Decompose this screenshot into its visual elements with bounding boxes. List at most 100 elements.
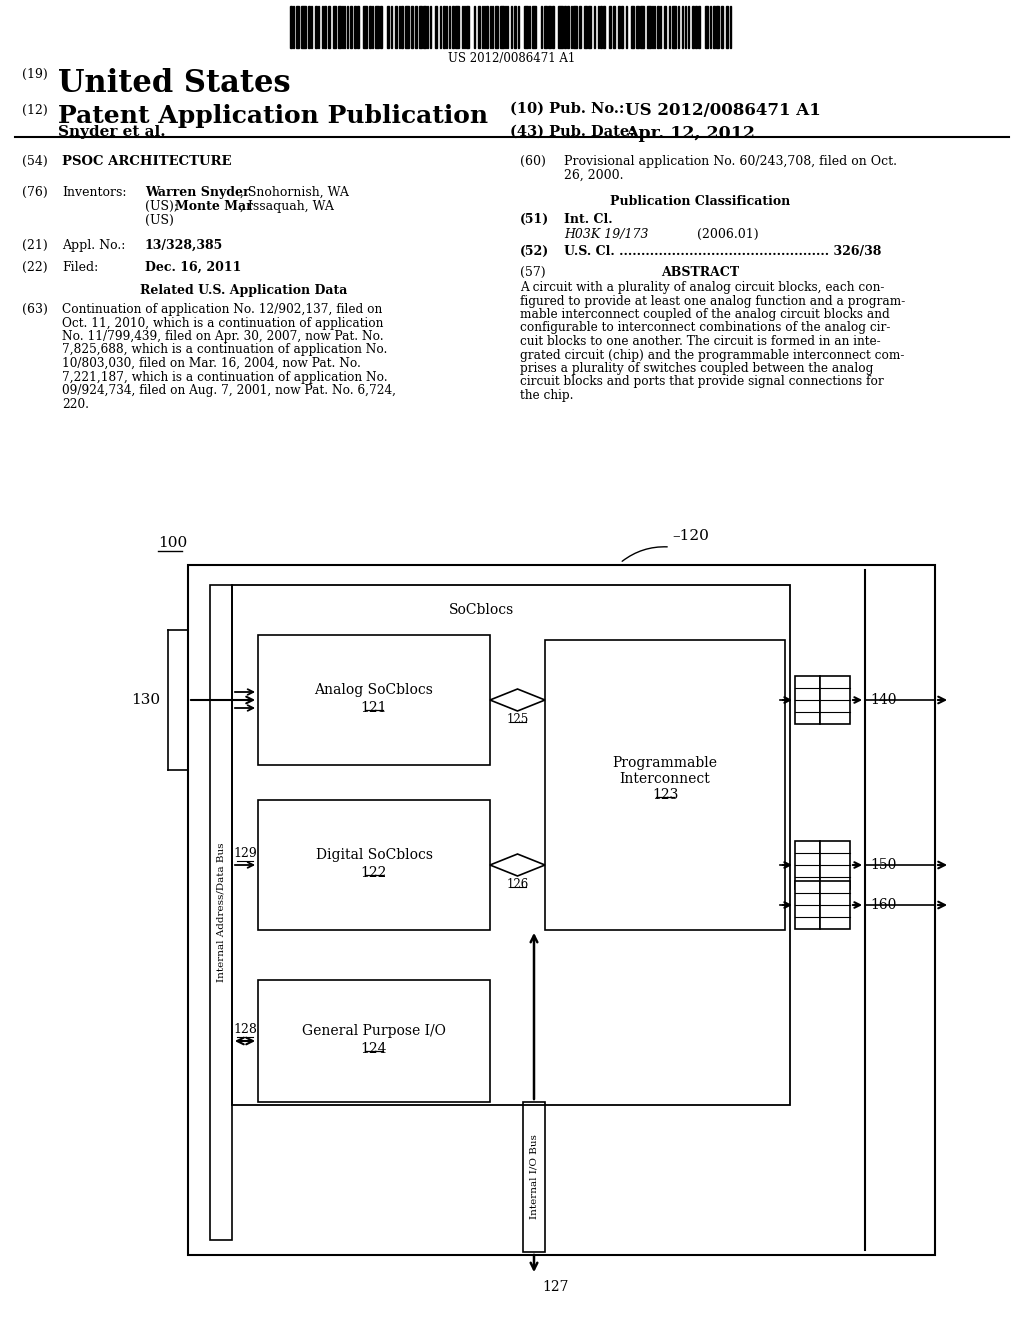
Text: US 2012/0086471 A1: US 2012/0086471 A1 bbox=[625, 102, 821, 119]
Text: (10) Pub. No.:: (10) Pub. No.: bbox=[510, 102, 625, 116]
Bar bbox=[443, 7, 445, 48]
Text: 125: 125 bbox=[507, 713, 528, 726]
Bar bbox=[324, 7, 326, 48]
Bar bbox=[647, 7, 651, 48]
Text: Related U.S. Application Data: Related U.S. Application Data bbox=[140, 284, 347, 297]
Text: Apr. 12, 2012: Apr. 12, 2012 bbox=[625, 125, 755, 143]
Polygon shape bbox=[490, 689, 545, 711]
Bar bbox=[544, 7, 547, 48]
Bar bbox=[621, 7, 623, 48]
Text: ABSTRACT: ABSTRACT bbox=[660, 267, 739, 279]
Text: Patent Application Publication: Patent Application Publication bbox=[58, 104, 488, 128]
Bar bbox=[369, 7, 371, 48]
Bar bbox=[500, 7, 504, 48]
Text: (63): (63) bbox=[22, 304, 48, 315]
Text: 150: 150 bbox=[870, 858, 896, 873]
Bar bbox=[705, 7, 708, 48]
Bar bbox=[698, 7, 700, 48]
Bar bbox=[315, 7, 317, 48]
Text: mable interconnect coupled of the analog circuit blocks and: mable interconnect coupled of the analog… bbox=[520, 308, 890, 321]
Text: (22): (22) bbox=[22, 261, 48, 275]
Text: circuit blocks and ports that provide signal connections for: circuit blocks and ports that provide si… bbox=[520, 375, 884, 388]
Bar bbox=[423, 7, 426, 48]
Text: (51): (51) bbox=[520, 213, 549, 226]
Text: 129: 129 bbox=[233, 847, 257, 861]
Text: US 2012/0086471 A1: US 2012/0086471 A1 bbox=[449, 51, 575, 65]
Bar bbox=[584, 7, 587, 48]
Bar bbox=[618, 7, 620, 48]
Text: 140: 140 bbox=[870, 693, 896, 708]
Bar bbox=[820, 676, 850, 723]
Bar bbox=[486, 7, 488, 48]
Text: 130: 130 bbox=[131, 693, 160, 708]
Text: Interconnect: Interconnect bbox=[620, 772, 711, 785]
Text: Dec. 16, 2011: Dec. 16, 2011 bbox=[145, 261, 242, 275]
Bar bbox=[188, 565, 935, 1255]
Bar bbox=[258, 635, 490, 766]
Bar bbox=[657, 7, 659, 48]
Text: Snyder et al.: Snyder et al. bbox=[58, 125, 166, 139]
Bar bbox=[350, 7, 352, 48]
Text: Warren Snyder: Warren Snyder bbox=[145, 186, 250, 199]
Bar bbox=[795, 676, 820, 723]
Text: 26, 2000.: 26, 2000. bbox=[564, 169, 624, 182]
Bar bbox=[210, 585, 232, 1239]
Text: (2006.01): (2006.01) bbox=[697, 228, 759, 242]
Bar bbox=[672, 7, 676, 48]
Text: (60): (60) bbox=[520, 154, 546, 168]
Text: (52): (52) bbox=[520, 246, 549, 257]
Text: 124: 124 bbox=[360, 1041, 387, 1056]
Bar bbox=[564, 7, 566, 48]
Text: Oct. 11, 2010, which is a continuation of application: Oct. 11, 2010, which is a continuation o… bbox=[62, 317, 383, 330]
Bar bbox=[411, 7, 413, 48]
Text: figured to provide at least one analog function and a program-: figured to provide at least one analog f… bbox=[520, 294, 905, 308]
Text: Continuation of application No. 12/902,137, filed on: Continuation of application No. 12/902,1… bbox=[62, 304, 382, 315]
Bar bbox=[354, 7, 356, 48]
Bar bbox=[820, 880, 850, 929]
Bar bbox=[603, 7, 605, 48]
Bar bbox=[695, 7, 697, 48]
Text: Inventors:: Inventors: bbox=[62, 186, 127, 199]
Bar bbox=[609, 7, 611, 48]
Text: H03K 19/173: H03K 19/173 bbox=[564, 228, 648, 242]
Bar bbox=[524, 7, 528, 48]
Text: the chip.: the chip. bbox=[520, 389, 573, 403]
Bar bbox=[333, 7, 336, 48]
Bar bbox=[820, 841, 850, 888]
Text: configurable to interconnect combinations of the analog cir-: configurable to interconnect combination… bbox=[520, 322, 891, 334]
Text: grated circuit (chip) and the programmable interconnect com-: grated circuit (chip) and the programmab… bbox=[520, 348, 904, 362]
Bar bbox=[328, 7, 330, 48]
Text: , Snohornish, WA: , Snohornish, WA bbox=[240, 186, 349, 199]
Bar bbox=[548, 7, 551, 48]
Bar bbox=[466, 7, 469, 48]
Text: cuit blocks to one another. The circuit is formed in an inte-: cuit blocks to one another. The circuit … bbox=[520, 335, 881, 348]
Text: 127: 127 bbox=[542, 1280, 568, 1294]
Bar bbox=[573, 7, 577, 48]
Bar bbox=[357, 7, 359, 48]
Bar bbox=[523, 1102, 545, 1251]
Text: , Issaquah, WA: , Issaquah, WA bbox=[240, 201, 334, 213]
Bar bbox=[713, 7, 715, 48]
Text: Analog SoCblocs: Analog SoCblocs bbox=[314, 682, 433, 697]
Bar bbox=[726, 7, 728, 48]
Bar bbox=[721, 7, 723, 48]
Bar bbox=[579, 7, 581, 48]
Text: Programmable: Programmable bbox=[612, 756, 718, 770]
Bar bbox=[588, 7, 591, 48]
Bar bbox=[401, 7, 403, 48]
Bar bbox=[795, 841, 820, 888]
Text: SoCblocs: SoCblocs bbox=[449, 603, 514, 616]
Bar bbox=[478, 7, 480, 48]
Text: Internal Address/Data Bus: Internal Address/Data Bus bbox=[216, 842, 225, 982]
Bar bbox=[338, 7, 341, 48]
Bar bbox=[380, 7, 382, 48]
Text: United States: United States bbox=[58, 69, 291, 99]
Bar bbox=[552, 7, 554, 48]
Text: 7,825,688, which is a continuation of application No.: 7,825,688, which is a continuation of ap… bbox=[62, 343, 387, 356]
Bar bbox=[640, 7, 644, 48]
Bar bbox=[532, 7, 536, 48]
Text: (76): (76) bbox=[22, 186, 48, 199]
Text: 220.: 220. bbox=[62, 397, 89, 411]
Bar bbox=[301, 7, 306, 48]
Polygon shape bbox=[490, 854, 545, 876]
